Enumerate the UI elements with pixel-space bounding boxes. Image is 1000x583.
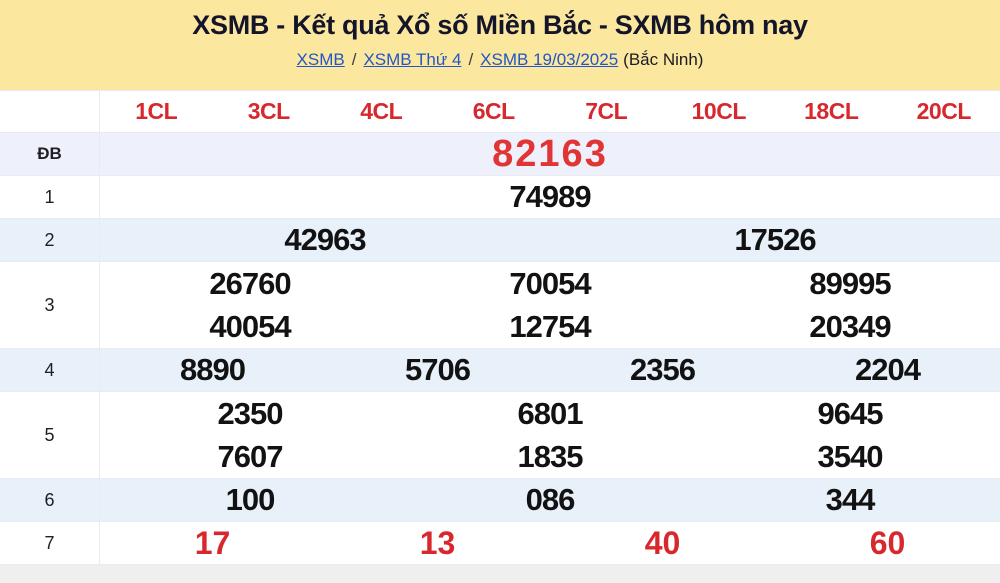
prize-number: 6801 (517, 395, 584, 431)
prize-row-values: 74989 (100, 176, 1000, 218)
prize-row-label-db: ĐB (0, 133, 100, 175)
prize-number: 17526 (734, 222, 816, 257)
prize-row-values: 8890 5706 2356 2204 (100, 349, 1000, 391)
prize-number: 42963 (284, 222, 366, 257)
column-header-18cl: 18CL (804, 98, 859, 124)
column-header-10cl: 10CL (691, 98, 747, 124)
prize-number: 7607 (217, 438, 284, 474)
prize-row-6: 6 100 086 344 (0, 479, 1000, 522)
prize-row-label-6: 6 (0, 479, 100, 521)
prize-row-label-5: 5 (0, 392, 100, 478)
prize-number: 20349 (809, 308, 891, 344)
prize-number: 82163 (492, 133, 608, 175)
prize-number: 2204 (855, 352, 921, 387)
prize-number: 74989 (509, 179, 591, 214)
prize-number: 40054 (209, 308, 291, 344)
prize-row-values: 42963 17526 (100, 219, 1000, 261)
prize-row-values: 26760 70054 89995 40054 12754 20349 (100, 262, 1000, 348)
prize-row-label-7: 7 (0, 522, 100, 564)
prize-row-4: 4 8890 5706 2356 2204 (0, 349, 1000, 392)
breadcrumb-separator: / (468, 50, 474, 69)
results-table: 1CL 3CL 4CL 6CL 7CL 10CL 18CL 20CL ĐB 82163 1 7498… (0, 90, 1000, 565)
prize-row-7: 7 17 13 40 60 (0, 522, 1000, 565)
column-header-3cl: 3CL (247, 98, 290, 124)
breadcrumb-separator: / (351, 50, 357, 69)
prize-row-1: 1 74989 (0, 176, 1000, 219)
prize-row-values: 17 13 40 60 (100, 522, 1000, 564)
prize-number: 1835 (517, 438, 584, 474)
footer-strip (0, 565, 1000, 583)
prize-number: 89995 (809, 265, 891, 301)
prize-row-label-1: 1 (0, 176, 100, 218)
prize-number: 086 (525, 482, 576, 517)
prize-number: 8890 (180, 352, 246, 387)
prize-number: 12754 (509, 308, 591, 344)
prize-row-label-4: 4 (0, 349, 100, 391)
prize-number: 5706 (405, 352, 471, 387)
column-header-line: 1CL 3CL 4CL 6CL 7CL 10CL 18CL 20CL (100, 91, 1000, 132)
prize-number: 2356 (630, 352, 696, 387)
prize-number: 40 (644, 524, 681, 561)
column-header-20cl: 20CL (916, 98, 972, 124)
breadcrumb-link-2[interactable]: XSMB Thứ 4 (363, 50, 462, 69)
prize-number: 344 (825, 482, 876, 517)
prize-number: 2350 (217, 395, 284, 431)
breadcrumb: XSMB / XSMB Thứ 4 / XSMB 19/03/2025 (Bắc Ninh… (0, 50, 1000, 70)
prize-row-2: 2 42963 17526 (0, 219, 1000, 262)
prize-number: 70054 (509, 265, 591, 301)
table-header-label-cell (0, 91, 100, 132)
prize-row-3: 3 26760 70054 89995 40054 12754 20349 (0, 262, 1000, 349)
page-header: XSMB - Kết quả Xổ số Miền Bắc - SXMB hôm… (0, 0, 1000, 90)
prize-row-values: 82163 (100, 133, 1000, 175)
prize-number: 13 (419, 524, 456, 561)
prize-number: 26760 (209, 265, 291, 301)
table-header-row: 1CL 3CL 4CL 6CL 7CL 10CL 18CL 20CL (0, 90, 1000, 133)
breadcrumb-link-1[interactable]: XSMB (296, 50, 345, 69)
prize-row-db: ĐB 82163 (0, 133, 1000, 176)
column-header-1cl: 1CL (135, 98, 178, 124)
prize-number: 17 (194, 524, 231, 561)
column-header-4cl: 4CL (360, 98, 403, 124)
column-header-7cl: 7CL (585, 98, 628, 124)
prize-row-label-2: 2 (0, 219, 100, 261)
page-title: XSMB - Kết quả Xổ số Miền Bắc - SXMB hôm… (192, 10, 808, 40)
prize-row-label-3: 3 (0, 262, 100, 348)
prize-number: 3540 (817, 438, 884, 474)
table-body: ĐB 82163 1 74989 2 42963 17526 3 26760 70054 89995… (0, 133, 1000, 565)
column-header-6cl: 6CL (472, 98, 515, 124)
prize-row-5: 5 2350 6801 9645 7607 1835 3540 (0, 392, 1000, 479)
prize-number: 60 (869, 524, 906, 561)
prize-number: 9645 (817, 395, 884, 431)
breadcrumb-suffix: (Bắc Ninh) (623, 50, 704, 69)
prize-row-values: 2350 6801 9645 7607 1835 3540 (100, 392, 1000, 478)
prize-row-values: 100 086 344 (100, 479, 1000, 521)
breadcrumb-link-3[interactable]: XSMB 19/03/2025 (480, 50, 619, 69)
prize-number: 100 (225, 482, 276, 517)
